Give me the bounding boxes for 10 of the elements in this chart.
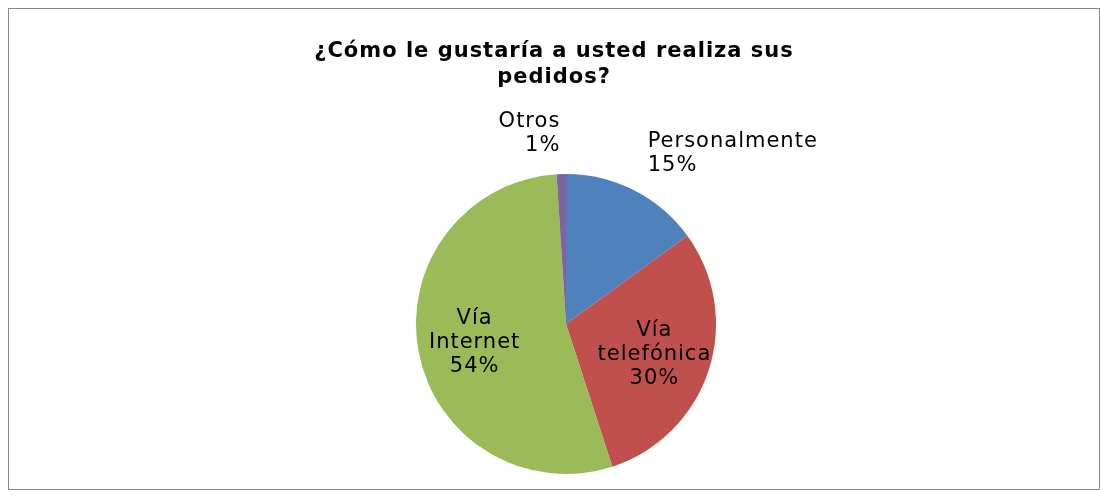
chart-title: ¿Cómo le gustaría a usted realiza sus pedidos? bbox=[313, 37, 795, 89]
data-label: 30% bbox=[629, 364, 680, 389]
slice-label: Vía telefónica bbox=[597, 316, 712, 365]
data-label: 54% bbox=[449, 353, 500, 378]
data-label: 1% bbox=[525, 132, 561, 157]
slice-label: Vía Internet bbox=[428, 305, 521, 354]
slice-label: Personalmente bbox=[647, 127, 818, 152]
pie-slice bbox=[566, 235, 716, 467]
data-label: 15% bbox=[647, 151, 698, 176]
slice-label: Otros bbox=[498, 108, 561, 133]
